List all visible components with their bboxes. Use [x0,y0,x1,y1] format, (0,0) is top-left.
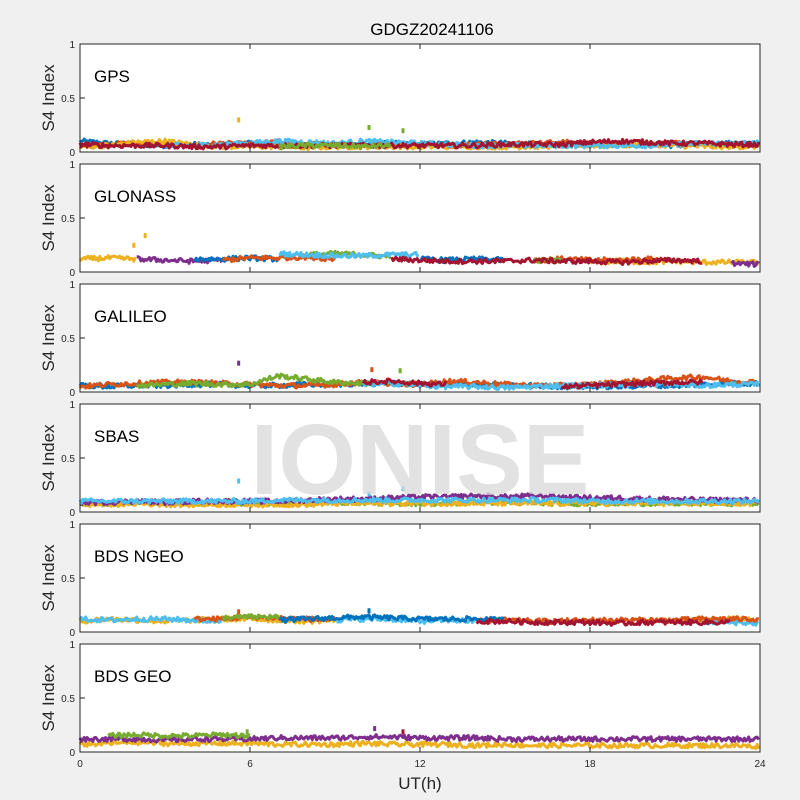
panel-4-ytick-label: 0.5 [61,574,75,585]
panel-5-ytick-label: 0 [69,748,75,759]
panel-2-ytick-label: 1 [69,280,75,291]
panel-1-series-5 [278,250,420,260]
panel-2-ytick-label: 0.5 [61,334,75,345]
panel-5-series-2 [107,731,251,740]
panel-1-background [80,164,760,272]
panel-3-ytick-label: 1 [69,400,75,411]
panel-4-ytick-label: 1 [69,520,75,531]
panel-5-series-0 [78,738,761,751]
panel-3-ytick-label: 0.5 [61,454,75,465]
panel-2-series-4 [361,377,704,390]
panel-1-title: GLONASS [94,187,176,206]
panel-4-series-3 [279,613,505,624]
panel-1-series-1 [136,255,760,268]
panel-0-title: GPS [94,67,130,86]
panel-4-series-4 [475,617,731,627]
panel-5-ytick-label: 0.5 [61,694,75,705]
panel-3-ytick-label: 0 [69,508,75,519]
panel-4-ytick-label: 0 [69,628,75,639]
panel-0-ytick-label: 0.5 [61,94,75,105]
panel-4-title: BDS NGEO [94,547,184,566]
panel-4-background [80,524,760,632]
panel-4-ylabel: S4 Index [39,544,58,612]
xtick-label: 12 [414,759,426,770]
xtick-label: 24 [754,759,766,770]
panel-0-series-5 [278,141,392,151]
panel-0-background [80,44,760,152]
panel-1-ytick-label: 0.5 [61,214,75,225]
x-axis-label: UT(h) [398,774,441,793]
panel-4-series-5 [221,613,280,622]
panel-2-title: GALILEO [94,307,167,326]
panel-3-background [80,404,760,512]
panel-2-background [80,284,760,392]
panel-3-ylabel: S4 Index [39,424,58,492]
xtick-label: 18 [584,759,596,770]
panel-1-ylabel: S4 Index [39,184,58,252]
panel-2-ylabel: S4 Index [39,304,58,372]
xtick-label: 6 [247,759,253,770]
panel-5-title: BDS GEO [94,667,171,686]
panel-5-background [80,644,760,752]
panel-3-title: SBAS [94,427,139,446]
xtick-label: 0 [77,759,83,770]
panel-0-ytick-label: 0 [69,148,75,159]
panel-1-ytick-label: 0 [69,268,75,279]
panel-1-ytick-label: 1 [69,160,75,171]
panel-2-ytick-label: 0 [69,388,75,399]
panel-3-series-3 [78,496,760,506]
panel-0-ytick-label: 1 [69,40,75,51]
watermark: IONISE [251,404,590,516]
panel-0-series-4 [78,137,761,151]
chart-title: GDGZ20241106 [370,20,493,39]
panel-1-series-6 [390,255,703,266]
panel-5-ytick-label: 1 [69,640,75,651]
panel-5-ylabel: S4 Index [39,664,58,732]
panel-0-ylabel: S4 Index [39,64,58,132]
panel-2-series-2 [135,372,392,389]
